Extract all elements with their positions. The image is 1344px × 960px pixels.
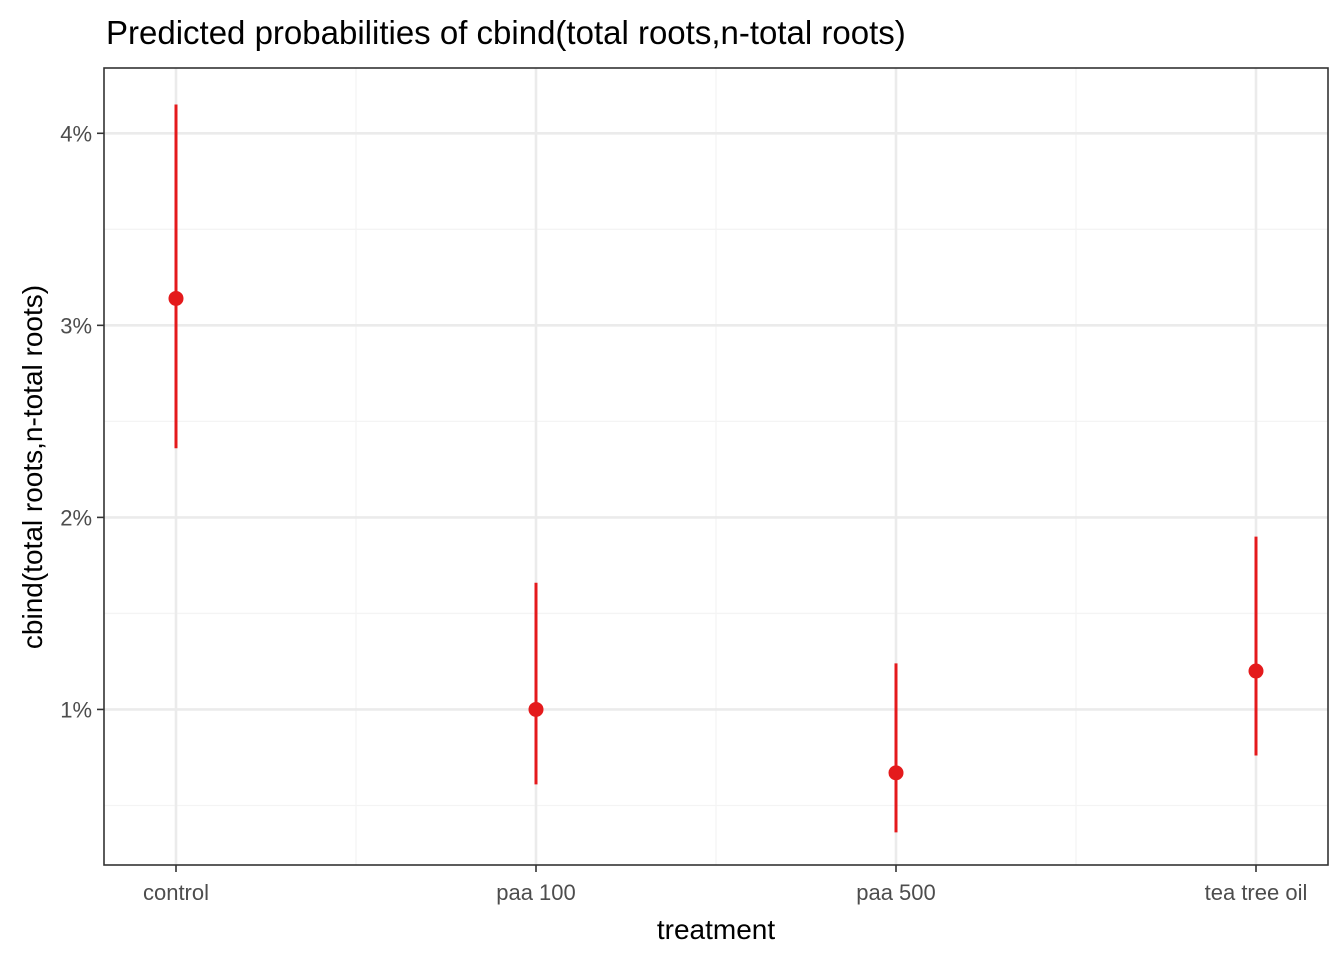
x-tick-label: control [143, 880, 209, 905]
x-tick-label: paa 500 [856, 880, 936, 905]
x-tick-label: paa 100 [496, 880, 576, 905]
y-tick-label: 2% [60, 505, 92, 530]
data-point [528, 701, 544, 717]
y-tick-label: 4% [60, 121, 92, 146]
panel-border [103, 67, 1329, 866]
axes: 1% 2% 3% 4% control paa 100 paa 500 tea tree oi… [60, 121, 1307, 905]
x-axis-title: treatment [657, 914, 775, 945]
data-point [168, 290, 184, 306]
y-axis-title: cbind(total roots,n-total roots) [17, 285, 48, 649]
y-tick-label: 1% [60, 697, 92, 722]
data-marks [168, 104, 1264, 833]
data-point [1248, 663, 1264, 679]
chart-title: Predicted probabilities of cbind(total r… [106, 14, 906, 51]
grid [104, 68, 1328, 865]
x-tick-label: tea tree oil [1205, 880, 1308, 905]
y-tick-label: 3% [60, 313, 92, 338]
data-point [888, 765, 904, 781]
